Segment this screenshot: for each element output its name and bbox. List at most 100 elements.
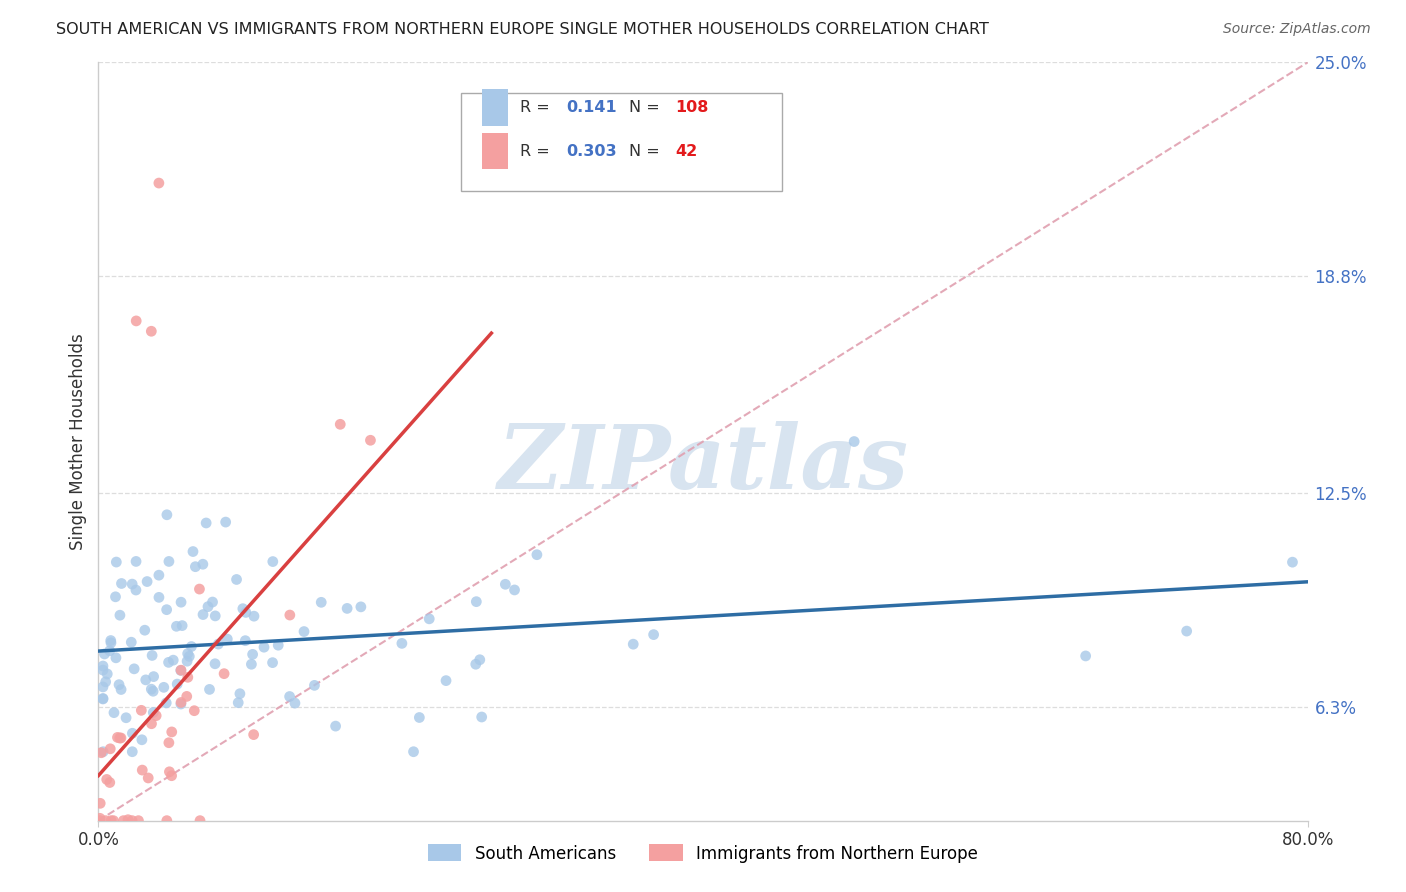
- Point: [142, 706, 165, 720]
- Point: [471, 710, 494, 724]
- Point: [156, 814, 179, 828]
- Text: 108: 108: [675, 100, 709, 115]
- Point: [215, 515, 238, 529]
- Point: [621, 637, 644, 651]
- Point: [142, 684, 165, 698]
- Point: [240, 657, 263, 672]
- Point: [350, 599, 373, 614]
- Point: [188, 582, 211, 596]
- Point: [468, 653, 491, 667]
- Point: [278, 608, 301, 623]
- Point: [165, 619, 187, 633]
- Point: [108, 731, 131, 745]
- Point: [141, 324, 163, 338]
- Point: [526, 548, 548, 562]
- Point: [157, 736, 180, 750]
- Point: [157, 656, 180, 670]
- Point: [226, 696, 249, 710]
- Point: [121, 726, 143, 740]
- Point: [91, 745, 114, 759]
- Point: [108, 678, 131, 692]
- Point: [1281, 555, 1303, 569]
- Point: [156, 602, 179, 616]
- Point: [122, 662, 145, 676]
- Point: [176, 690, 198, 704]
- Point: [170, 696, 193, 710]
- Point: [100, 814, 122, 828]
- Point: [141, 682, 163, 697]
- Point: [191, 558, 214, 572]
- Point: [104, 590, 127, 604]
- Text: N =: N =: [630, 144, 665, 159]
- Point: [198, 682, 221, 697]
- Point: [141, 648, 163, 663]
- Point: [201, 595, 224, 609]
- Point: [89, 811, 111, 825]
- Point: [177, 670, 200, 684]
- Point: [94, 814, 117, 828]
- Point: [91, 692, 114, 706]
- FancyBboxPatch shape: [482, 133, 509, 169]
- Point: [464, 657, 486, 672]
- Point: [96, 667, 118, 681]
- Point: [90, 746, 112, 760]
- Point: [243, 609, 266, 624]
- Point: [195, 516, 218, 530]
- Point: [155, 696, 177, 710]
- Point: [89, 797, 111, 811]
- Text: R =: R =: [520, 144, 555, 159]
- FancyBboxPatch shape: [461, 93, 782, 191]
- Point: [262, 555, 284, 569]
- Point: [329, 417, 352, 432]
- Point: [148, 568, 170, 582]
- Point: [359, 434, 381, 448]
- Point: [204, 608, 226, 623]
- Point: [148, 591, 170, 605]
- Point: [391, 636, 413, 650]
- Point: [105, 555, 128, 569]
- Point: [131, 763, 153, 777]
- Point: [121, 745, 143, 759]
- Point: [160, 769, 183, 783]
- Point: [152, 681, 174, 695]
- Point: [104, 650, 127, 665]
- Point: [242, 648, 264, 662]
- Point: [94, 674, 117, 689]
- Point: [121, 577, 143, 591]
- Point: [336, 601, 359, 615]
- Point: [262, 656, 284, 670]
- Point: [1175, 624, 1198, 639]
- Point: [188, 814, 211, 828]
- Point: [465, 595, 488, 609]
- Point: [176, 647, 198, 661]
- Point: [180, 640, 202, 654]
- Point: [100, 636, 122, 650]
- Point: [98, 775, 121, 789]
- Point: [170, 664, 193, 678]
- Point: [125, 554, 148, 568]
- Point: [98, 644, 121, 658]
- Point: [115, 711, 138, 725]
- Point: [1074, 648, 1097, 663]
- Point: [103, 706, 125, 720]
- Point: [844, 434, 866, 449]
- Point: [136, 574, 159, 589]
- Point: [408, 710, 430, 724]
- Point: [204, 657, 226, 671]
- Point: [207, 637, 229, 651]
- Point: [117, 813, 139, 827]
- Point: [325, 719, 347, 733]
- Point: [503, 582, 526, 597]
- Point: [125, 582, 148, 597]
- Point: [643, 627, 665, 641]
- Point: [125, 314, 148, 328]
- Point: [107, 731, 129, 745]
- Legend: South Americans, Immigrants from Northern Europe: South Americans, Immigrants from Norther…: [422, 838, 984, 869]
- Point: [191, 607, 214, 622]
- Point: [284, 696, 307, 710]
- Point: [157, 554, 180, 568]
- Point: [159, 764, 181, 779]
- Point: [103, 814, 125, 828]
- Point: [120, 635, 142, 649]
- Point: [121, 814, 143, 828]
